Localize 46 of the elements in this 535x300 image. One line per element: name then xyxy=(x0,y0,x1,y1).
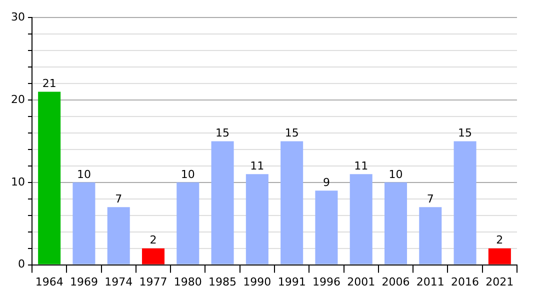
bar xyxy=(176,182,200,264)
data-label: 10 xyxy=(388,168,403,181)
x-tick-label: 2016 xyxy=(451,275,480,288)
x-tick-label: 2001 xyxy=(347,275,376,288)
y-tick-label: 10 xyxy=(10,175,25,188)
x-tick-label: 1991 xyxy=(278,275,306,288)
x-tick-label: 1985 xyxy=(208,275,237,288)
x-tick-label: 1969 xyxy=(70,275,98,288)
bar xyxy=(211,141,234,264)
data-label: 7 xyxy=(426,192,434,206)
bar xyxy=(38,92,61,264)
data-label: 2 xyxy=(496,234,504,247)
data-label: 15 xyxy=(284,126,299,140)
x-tick-label: 1974 xyxy=(104,275,133,288)
bar xyxy=(454,141,476,264)
data-label: 9 xyxy=(322,176,330,189)
bar xyxy=(280,141,304,264)
data-label: 15 xyxy=(458,126,472,140)
x-tick-label: 2006 xyxy=(382,275,410,288)
y-tick-label: 0 xyxy=(18,258,25,271)
x-tick-label: 1980 xyxy=(174,275,202,288)
y-tick-label: 30 xyxy=(10,10,25,24)
bar xyxy=(488,248,511,264)
y-tick-label: 20 xyxy=(10,92,25,106)
bar xyxy=(107,207,130,264)
x-tick-label: 2011 xyxy=(416,275,444,288)
bar xyxy=(246,174,268,264)
x-tick-label: 1990 xyxy=(243,275,272,288)
data-label: 10 xyxy=(76,168,91,181)
bar xyxy=(142,248,165,264)
x-tick-label: 1977 xyxy=(139,275,168,288)
data-label: 21 xyxy=(42,77,56,90)
x-tick-label: 1964 xyxy=(35,275,64,288)
data-label: 11 xyxy=(354,160,368,173)
data-label: 15 xyxy=(216,126,230,140)
bar xyxy=(350,174,372,264)
bar xyxy=(72,182,96,264)
x-tick-label: 1996 xyxy=(312,275,340,288)
data-label: 10 xyxy=(180,168,195,181)
bar xyxy=(419,207,442,264)
data-label: 7 xyxy=(115,192,122,206)
x-tick-label: 2021 xyxy=(486,275,514,288)
data-label: 11 xyxy=(250,160,264,173)
data-label: 2 xyxy=(150,234,157,247)
bar xyxy=(315,190,338,264)
bar xyxy=(384,182,408,264)
